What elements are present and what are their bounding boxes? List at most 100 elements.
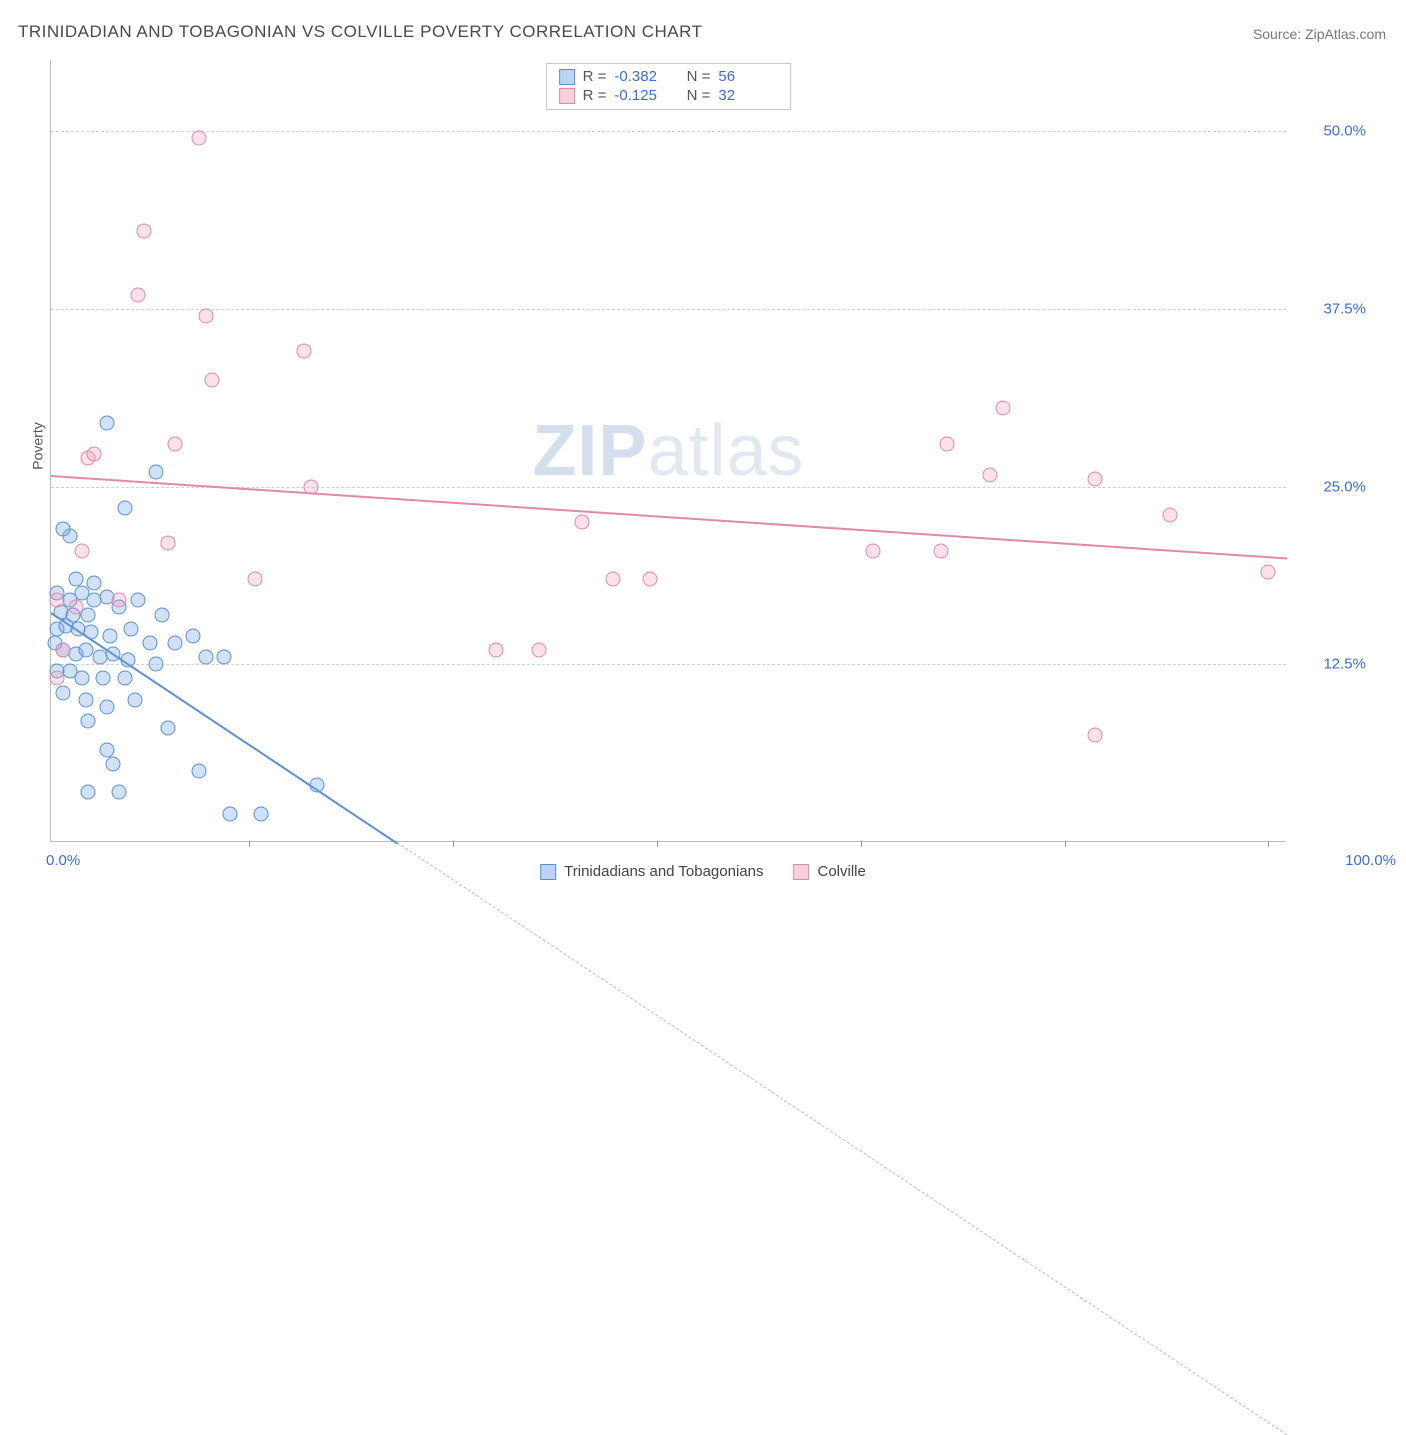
data-point <box>118 671 133 686</box>
data-point <box>217 650 232 665</box>
x-tick-mark <box>657 841 658 847</box>
data-point <box>186 628 201 643</box>
data-point <box>50 671 65 686</box>
data-point <box>105 647 120 662</box>
stat-n-value: 32 <box>718 87 778 104</box>
gridline <box>51 309 1286 310</box>
data-point <box>192 763 207 778</box>
data-point <box>136 223 151 238</box>
data-point <box>149 465 164 480</box>
stat-n-label: N = <box>682 68 710 85</box>
data-point <box>56 685 71 700</box>
data-point <box>198 650 213 665</box>
x-tick-mark <box>453 841 454 847</box>
gridline <box>51 664 1286 665</box>
legend-item: Colville <box>793 863 865 880</box>
swatch-icon <box>559 88 575 104</box>
swatch-icon <box>540 864 556 880</box>
data-point <box>933 543 948 558</box>
data-point <box>56 643 71 658</box>
data-point <box>142 635 157 650</box>
data-point <box>247 571 262 586</box>
data-point <box>130 287 145 302</box>
data-point <box>198 308 213 323</box>
swatch-icon <box>559 69 575 85</box>
trend-line-dash <box>397 842 1287 1435</box>
data-point <box>254 806 269 821</box>
data-point <box>303 479 318 494</box>
data-point <box>204 372 219 387</box>
data-point <box>161 536 176 551</box>
data-point <box>83 624 98 639</box>
data-point <box>50 593 65 608</box>
data-point <box>74 543 89 558</box>
data-point <box>87 576 102 591</box>
stat-r-value: -0.125 <box>614 87 674 104</box>
legend-item: Trinidadians and Tobagonians <box>540 863 763 880</box>
data-point <box>606 571 621 586</box>
stat-row: R =-0.382 N =56 <box>559 67 779 86</box>
data-point <box>995 401 1010 416</box>
data-point <box>68 600 83 615</box>
data-point <box>192 131 207 146</box>
x-tick-label: 100.0% <box>1345 852 1396 869</box>
data-point <box>167 436 182 451</box>
data-point <box>105 756 120 771</box>
data-point <box>78 692 93 707</box>
data-point <box>128 692 143 707</box>
stat-r-label: R = <box>583 87 607 104</box>
y-tick-label: 12.5% <box>1296 656 1366 673</box>
data-point <box>940 436 955 451</box>
gridline <box>51 131 1286 132</box>
scatter-plot: ZIPatlas R =-0.382 N =56R =-0.125 N =32 … <box>50 60 1286 842</box>
data-point <box>149 657 164 672</box>
data-point <box>68 571 83 586</box>
data-point <box>99 699 114 714</box>
data-point <box>309 778 324 793</box>
page-title: TRINIDADIAN AND TOBAGONIAN VS COLVILLE P… <box>18 22 702 42</box>
data-point <box>81 785 96 800</box>
data-point <box>167 635 182 650</box>
trend-line <box>51 475 1287 559</box>
x-tick-mark <box>1268 841 1269 847</box>
x-tick-mark <box>861 841 862 847</box>
y-tick-label: 25.0% <box>1296 478 1366 495</box>
data-point <box>161 721 176 736</box>
data-point <box>124 621 139 636</box>
stats-box: R =-0.382 N =56R =-0.125 N =32 <box>546 63 792 110</box>
data-point <box>1261 564 1276 579</box>
legend-label: Colville <box>817 863 865 880</box>
data-point <box>130 593 145 608</box>
data-point <box>120 653 135 668</box>
x-tick-mark <box>249 841 250 847</box>
y-tick-label: 50.0% <box>1296 123 1366 140</box>
data-point <box>74 671 89 686</box>
x-tick-mark <box>1065 841 1066 847</box>
stat-r-value: -0.382 <box>614 68 674 85</box>
data-point <box>99 415 114 430</box>
data-point <box>532 643 547 658</box>
data-point <box>1088 728 1103 743</box>
data-point <box>56 522 71 537</box>
data-point <box>223 806 238 821</box>
stat-n-label: N = <box>682 87 710 104</box>
data-point <box>99 742 114 757</box>
data-point <box>95 671 110 686</box>
data-point <box>111 593 126 608</box>
data-point <box>488 643 503 658</box>
swatch-icon <box>793 864 809 880</box>
data-point <box>155 607 170 622</box>
data-point <box>297 344 312 359</box>
data-point <box>1162 507 1177 522</box>
data-point <box>81 714 96 729</box>
data-point <box>111 785 126 800</box>
data-point <box>1088 472 1103 487</box>
legend-label: Trinidadians and Tobagonians <box>564 863 763 880</box>
legend: Trinidadians and Tobagonians Colville <box>540 863 866 880</box>
data-point <box>78 643 93 658</box>
stat-r-label: R = <box>583 68 607 85</box>
data-point <box>983 468 998 483</box>
stat-row: R = -0.125 N = 32 <box>559 86 779 105</box>
data-point <box>865 543 880 558</box>
y-axis-label: Poverty <box>30 422 46 469</box>
